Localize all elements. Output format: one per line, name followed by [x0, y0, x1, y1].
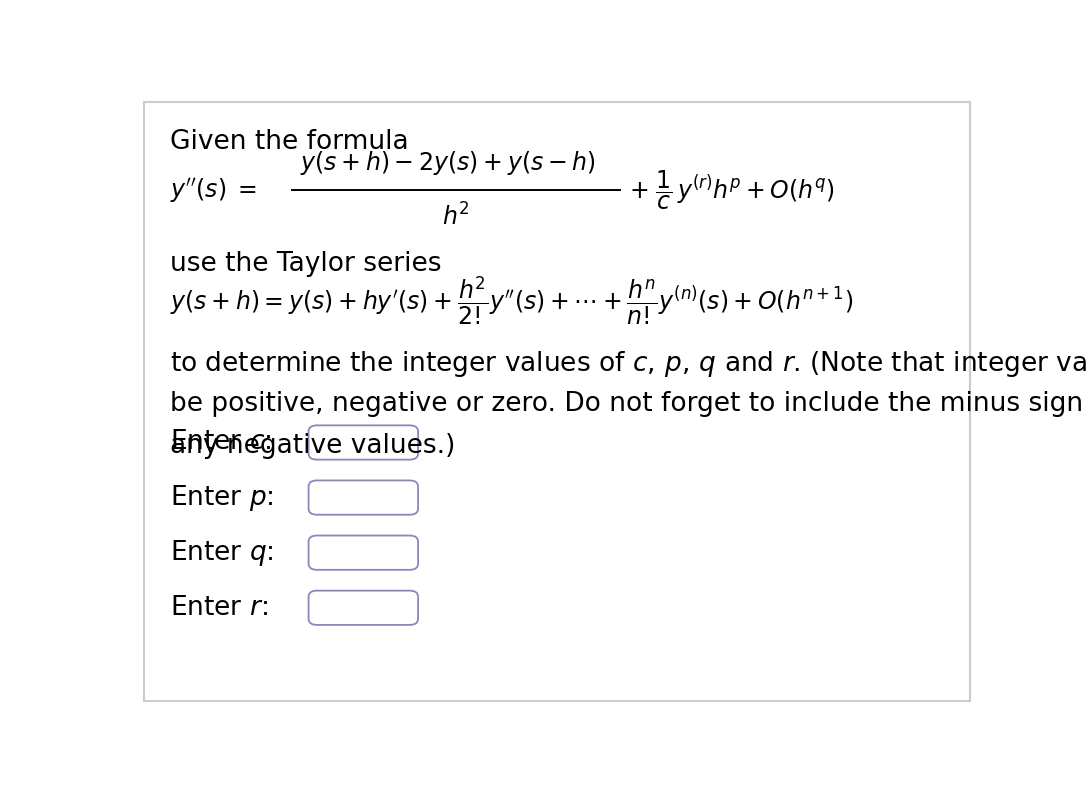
- Text: Enter $p$:: Enter $p$:: [170, 483, 273, 513]
- Text: any negative values.): any negative values.): [170, 432, 455, 459]
- Text: Enter $c$:: Enter $c$:: [170, 429, 271, 456]
- Text: $y(s+h) = y(s) + hy'(s) + \dfrac{h^2}{2!}y''(s) + \cdots + \dfrac{h^n}{n!}y^{(n): $y(s+h) = y(s) + hy'(s) + \dfrac{h^2}{2!…: [170, 274, 852, 327]
- Text: be positive, negative or zero. Do not forget to include the minus sign for: be positive, negative or zero. Do not fo…: [170, 391, 1087, 417]
- Text: use the Taylor series: use the Taylor series: [170, 251, 441, 277]
- Text: Given the formula: Given the formula: [170, 129, 409, 155]
- Text: Enter $q$:: Enter $q$:: [170, 537, 273, 568]
- Text: to determine the integer values of $c,\, p,\, q$ and $r$. (Note that integer val: to determine the integer values of $c,\,…: [170, 350, 1087, 379]
- FancyBboxPatch shape: [309, 591, 418, 625]
- FancyBboxPatch shape: [309, 425, 418, 460]
- Text: Enter $r$:: Enter $r$:: [170, 595, 267, 621]
- Text: $y(s + h) - 2y(s) + y(s - h)$: $y(s + h) - 2y(s) + y(s - h)$: [300, 149, 596, 176]
- FancyBboxPatch shape: [309, 480, 418, 514]
- Text: $h^2$: $h^2$: [442, 204, 470, 231]
- FancyBboxPatch shape: [309, 536, 418, 570]
- Text: $+\;\dfrac{1}{c}\,y^{(r)}h^{p} + O(h^{q})$: $+\;\dfrac{1}{c}\,y^{(r)}h^{p} + O(h^{q}…: [628, 169, 834, 212]
- Text: $y''(s)\;=$: $y''(s)\;=$: [170, 176, 257, 204]
- FancyBboxPatch shape: [145, 102, 970, 701]
